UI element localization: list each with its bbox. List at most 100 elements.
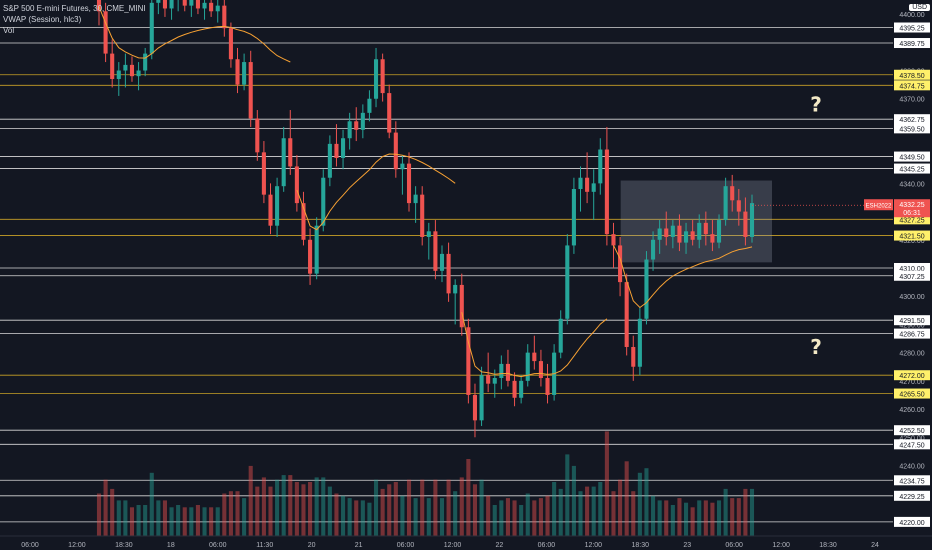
candle-body <box>459 284 464 328</box>
volume-bar <box>505 498 510 536</box>
volume-bar <box>716 500 722 536</box>
candle-body <box>393 132 398 170</box>
candle-body <box>446 253 451 294</box>
time-tick-label: 18:30 <box>632 542 650 549</box>
time-axis[interactable]: 06:00 12:00 18:30 18 06:00 11:30 20 21 06:00 12:0… <box>0 535 932 550</box>
volume-bar <box>565 454 570 536</box>
volume-bar <box>618 479 623 536</box>
price-tick-label: 4280.00 <box>899 351 924 358</box>
volume-bar <box>466 459 471 536</box>
volume-bar <box>400 495 405 536</box>
time-tick-label: 12:00 <box>444 542 462 549</box>
candle-body <box>472 394 478 421</box>
candle-body <box>512 380 517 398</box>
candle-body <box>525 352 530 381</box>
candle-body <box>347 121 352 139</box>
question-mark-annotation: ? <box>810 335 822 359</box>
volume-bar <box>314 477 319 536</box>
white-level-label: 4220.00 <box>899 520 924 527</box>
price-tick-label: 4320.00 <box>899 238 924 245</box>
white-level-label: 4395.25 <box>899 26 924 33</box>
white-level-label: 4359.50 <box>899 126 924 133</box>
candle-body <box>129 64 135 77</box>
candle-body <box>571 189 576 246</box>
candle-body <box>341 138 346 158</box>
currency-badge: USD <box>909 4 930 11</box>
candle-body <box>360 112 365 130</box>
volume-bar <box>116 500 121 536</box>
symbol-title[interactable]: S&P 500 E-mini Futures, 30, CME_MINI <box>3 4 146 13</box>
candle-body <box>149 2 154 54</box>
volume-indicator-label[interactable]: Vol <box>3 26 15 35</box>
candle-body <box>677 225 682 243</box>
white-level-label-bg <box>894 123 930 134</box>
candle-body <box>308 239 313 274</box>
candle-body <box>380 59 385 94</box>
yellow-level-label: 4327.25 <box>899 217 924 224</box>
candle-body <box>195 0 200 9</box>
candle-body <box>558 318 563 353</box>
volume-bar <box>275 479 280 536</box>
candle-body <box>545 378 550 395</box>
yellow-level-label: 4321.50 <box>899 234 924 241</box>
time-tick-label: 12:00 <box>585 542 603 549</box>
candle-body <box>624 282 629 347</box>
candle-body <box>367 98 372 113</box>
candle-body <box>235 59 240 85</box>
volume-bar <box>571 465 576 536</box>
volume-bar <box>235 491 240 536</box>
volume-bar <box>697 500 702 536</box>
price-tick-label: 4250.00 <box>899 435 924 442</box>
volume-bar <box>512 500 517 536</box>
volume-bar <box>169 507 174 536</box>
volume-bar <box>406 479 412 536</box>
candle-body <box>294 166 299 204</box>
vwap-indicator-label[interactable]: VWAP (Session, hlc3) <box>3 15 82 24</box>
white-level-label: 4234.75 <box>899 478 924 485</box>
candle-body <box>116 70 121 79</box>
white-level-label: 4229.25 <box>899 494 924 501</box>
volume-bar <box>730 498 735 536</box>
candle-body <box>466 327 471 395</box>
white-level-label: 4307.25 <box>899 274 924 281</box>
yellow-level-label: 4272.00 <box>899 373 924 380</box>
candle-body <box>657 228 662 240</box>
white-level-label: 4252.50 <box>899 428 924 435</box>
white-level-label: 4291.50 <box>899 318 924 325</box>
volume-bar <box>637 472 642 536</box>
candle-body <box>169 0 174 9</box>
candle-body <box>162 0 168 9</box>
yellow-level-label-bg <box>894 80 930 91</box>
bar-countdown: 06:31 <box>903 210 921 217</box>
white-level-label-bg <box>894 475 930 486</box>
volume-bar <box>532 500 537 536</box>
price-tick-label: 4260.00 <box>899 407 924 414</box>
volume-bar <box>598 482 603 536</box>
candle-body <box>637 318 642 367</box>
candle-body <box>433 231 438 271</box>
candle-body <box>591 183 596 192</box>
candles <box>96 0 755 438</box>
volume-bar <box>380 488 385 536</box>
volume-bar <box>677 498 682 536</box>
candle-body <box>110 53 115 79</box>
candle-body <box>710 234 715 243</box>
volume-bar <box>743 488 748 536</box>
candle-body <box>123 64 128 71</box>
volume-bar <box>631 491 636 536</box>
volume-bar <box>749 488 755 536</box>
volume-bar <box>624 461 629 536</box>
candle-body <box>631 346 636 367</box>
candle-body <box>189 0 194 6</box>
vwap-line <box>98 6 753 378</box>
volume-bar <box>459 477 464 536</box>
volume-bar <box>162 500 168 536</box>
yellow-level-label-bg <box>894 388 930 399</box>
volume-bar <box>327 486 332 536</box>
volume-bar <box>651 495 656 536</box>
white-level-label: 4362.75 <box>899 117 924 124</box>
candle-body <box>182 0 187 6</box>
candle-body <box>202 2 207 9</box>
volume-bar <box>413 498 418 536</box>
